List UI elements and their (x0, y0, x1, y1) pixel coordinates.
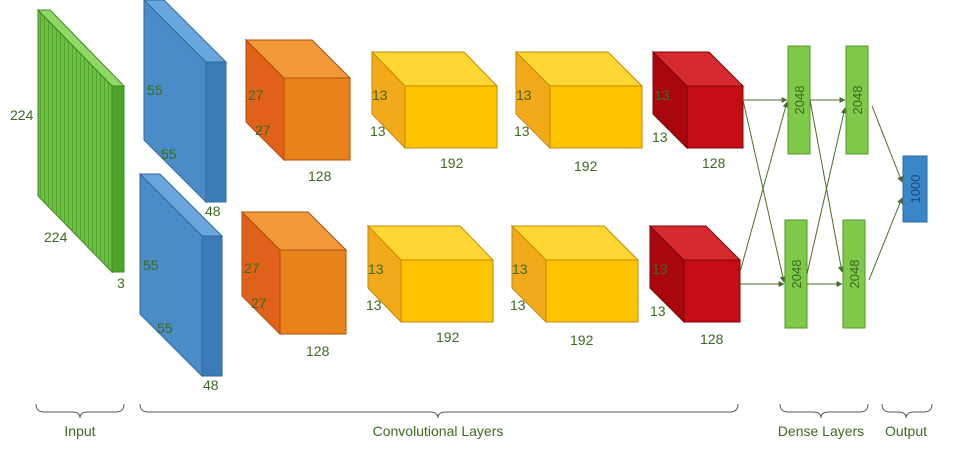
conv5-bottom-depth-label: 128 (700, 331, 724, 347)
output-group-label: Output (885, 423, 927, 439)
conv2-bottom-depth-label: 128 (306, 343, 330, 359)
conv2-top-width-label: 27 (255, 122, 271, 138)
output-layer: 1000 (902, 155, 928, 223)
conv1-bottom-height-label: 55 (143, 257, 159, 273)
conv5-top-height-label: 13 (654, 87, 670, 103)
conv4-bottom-width-label: 13 (510, 297, 526, 313)
conv2-top-height-label: 27 (248, 87, 264, 103)
dense-brace (779, 403, 869, 419)
dense2-to-output-connections (868, 105, 903, 281)
conv3-bottom-width-label: 13 (366, 297, 382, 313)
conv5-bottom-width-label: 13 (650, 303, 666, 319)
conv4-top-volume (514, 50, 644, 150)
conv2-top-depth-label: 128 (308, 168, 332, 184)
conv5-to-dense1-connections (739, 97, 789, 287)
conv4-bottom-volume (510, 224, 640, 324)
conv1-bottom-width-label: 55 (157, 320, 173, 336)
conv1-top-width-label: 55 (161, 146, 177, 162)
output-brace (881, 403, 933, 419)
conv4-top-height-label: 13 (516, 87, 532, 103)
input-volume (36, 8, 126, 274)
conv2-bottom-width-label: 27 (251, 295, 267, 311)
conv3-bottom-volume (366, 224, 495, 324)
dense1-top-label: 2048 (792, 86, 807, 115)
conv5-top-depth-label: 128 (702, 155, 726, 171)
conv3-top-volume (370, 50, 499, 150)
input-side-face (111, 85, 125, 273)
conv3-bottom-height-label: 13 (368, 261, 384, 277)
conv-group-label: Convolutional Layers (373, 423, 504, 439)
conv5-top-volume (651, 50, 745, 150)
dense1-top: 2048 (787, 45, 811, 155)
conv4-bottom-height-label: 13 (512, 261, 528, 277)
input-width-label: 224 (44, 229, 68, 245)
dense1-bottom: 2048 (784, 219, 808, 329)
input-height-label: 224 (10, 107, 34, 123)
conv5-bottom-volume (648, 224, 742, 324)
conv5-top-width-label: 13 (652, 129, 668, 145)
conv4-bottom-depth-label: 192 (570, 332, 594, 348)
input-group-label: Input (64, 423, 95, 439)
conv1-top-height-label: 55 (147, 82, 163, 98)
dense1-to-dense2-connections (806, 97, 847, 287)
dense2-top-label: 2048 (850, 86, 865, 115)
output-label: 1000 (908, 175, 923, 204)
conv1-top-depth-label: 48 (205, 203, 221, 219)
input-top-face (36, 9, 126, 87)
input-depth-label: 3 (117, 275, 125, 291)
conv3-top-width-label: 13 (370, 123, 386, 139)
conv-brace (139, 403, 739, 419)
conv3-top-depth-label: 192 (440, 155, 464, 171)
conv2-bottom-height-label: 27 (244, 260, 260, 276)
dense2-top: 2048 (845, 45, 869, 155)
dense1-bottom-label: 2048 (789, 260, 804, 289)
conv1-top-volume (143, 0, 228, 204)
conv1-bottom-depth-label: 48 (203, 377, 219, 393)
conv3-top-height-label: 13 (372, 87, 388, 103)
dense2-bottom: 2048 (842, 219, 866, 329)
conv2-bottom-volume (240, 210, 348, 336)
input-brace (35, 403, 125, 419)
conv5-bottom-height-label: 13 (652, 261, 668, 277)
dense-group-label: Dense Layers (778, 423, 864, 439)
conv3-bottom-depth-label: 192 (436, 329, 460, 345)
conv2-top-volume (244, 38, 352, 162)
dense2-bottom-label: 2048 (847, 260, 862, 289)
conv4-top-depth-label: 192 (574, 158, 598, 174)
conv4-top-width-label: 13 (514, 123, 530, 139)
conv1-bottom-volume (138, 172, 224, 378)
